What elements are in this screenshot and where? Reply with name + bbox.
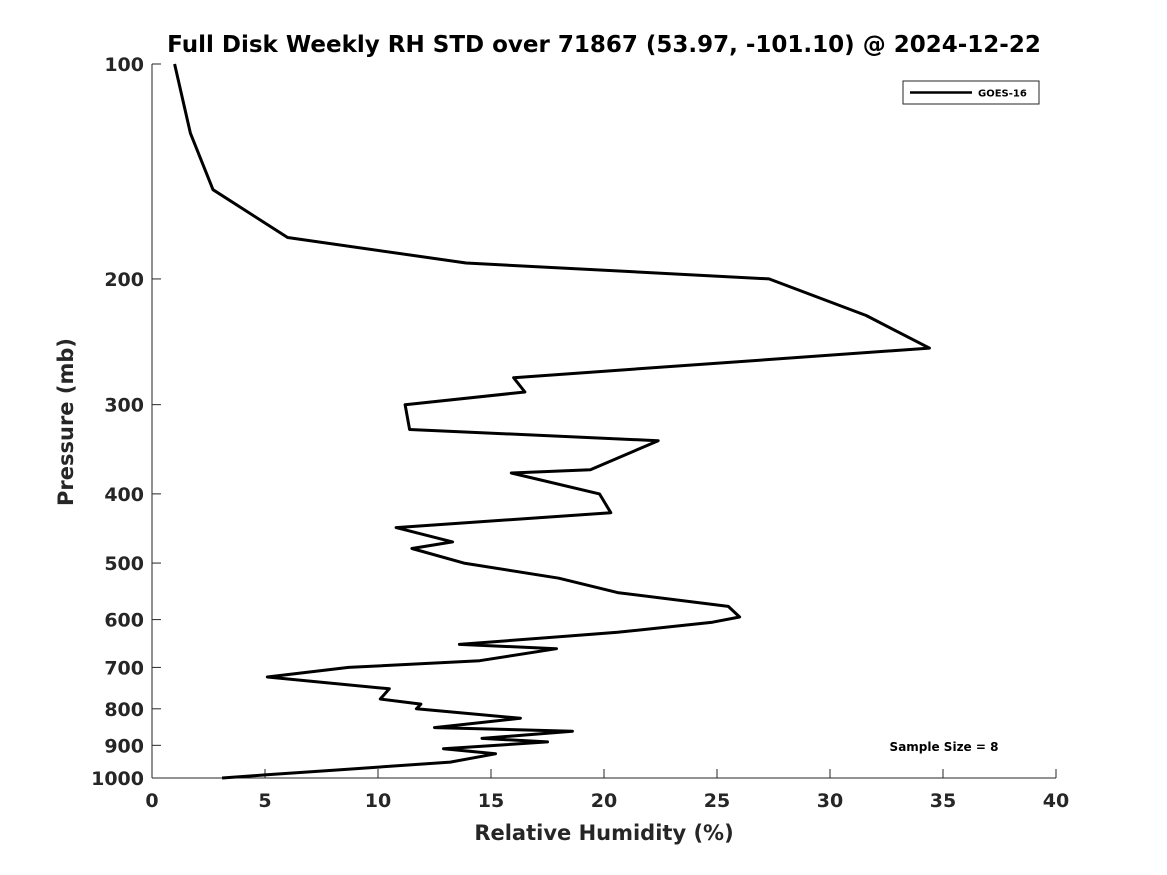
x-tick-label: 25 <box>704 790 730 812</box>
y-tick-label: 500 <box>104 553 144 575</box>
x-tick-label: 40 <box>1043 790 1069 812</box>
y-axis-title: Pressure (mb) <box>54 338 78 506</box>
y-tick-label: 400 <box>104 484 144 506</box>
x-tick-label: 15 <box>478 790 504 812</box>
x-axis-title: Relative Humidity (%) <box>474 821 733 845</box>
x-tick-label: 20 <box>591 790 617 812</box>
x-tick-label: 30 <box>817 790 843 812</box>
y-tick-label: 900 <box>104 735 144 757</box>
x-tick-label: 35 <box>930 790 956 812</box>
y-tick-label: 100 <box>104 54 144 76</box>
series-line-goes-16 <box>173 63 931 780</box>
chart-title: Full Disk Weekly RH STD over 71867 (53.9… <box>167 32 1041 58</box>
legend: GOES-16 <box>902 80 1040 105</box>
y-tick-label: 300 <box>104 395 144 417</box>
y-tick-label: 800 <box>104 699 144 721</box>
x-tick-label: 5 <box>258 790 271 812</box>
y-tick-label: 200 <box>104 269 144 291</box>
legend-label-goes16: GOES-16 <box>978 89 1027 100</box>
y-tick-label: 600 <box>104 610 144 632</box>
x-tick-label: 10 <box>365 790 391 812</box>
axes: 0 5 10 15 20 25 30 35 40 100 200 300 400 500 600 700 800… <box>91 54 1069 812</box>
y-tick-label: 1000 <box>91 768 144 790</box>
y-tick-label: 700 <box>104 657 144 679</box>
series-group <box>173 63 931 780</box>
sample-size-annotation: Sample Size = 8 <box>890 740 999 754</box>
x-tick-label: 0 <box>145 790 158 812</box>
